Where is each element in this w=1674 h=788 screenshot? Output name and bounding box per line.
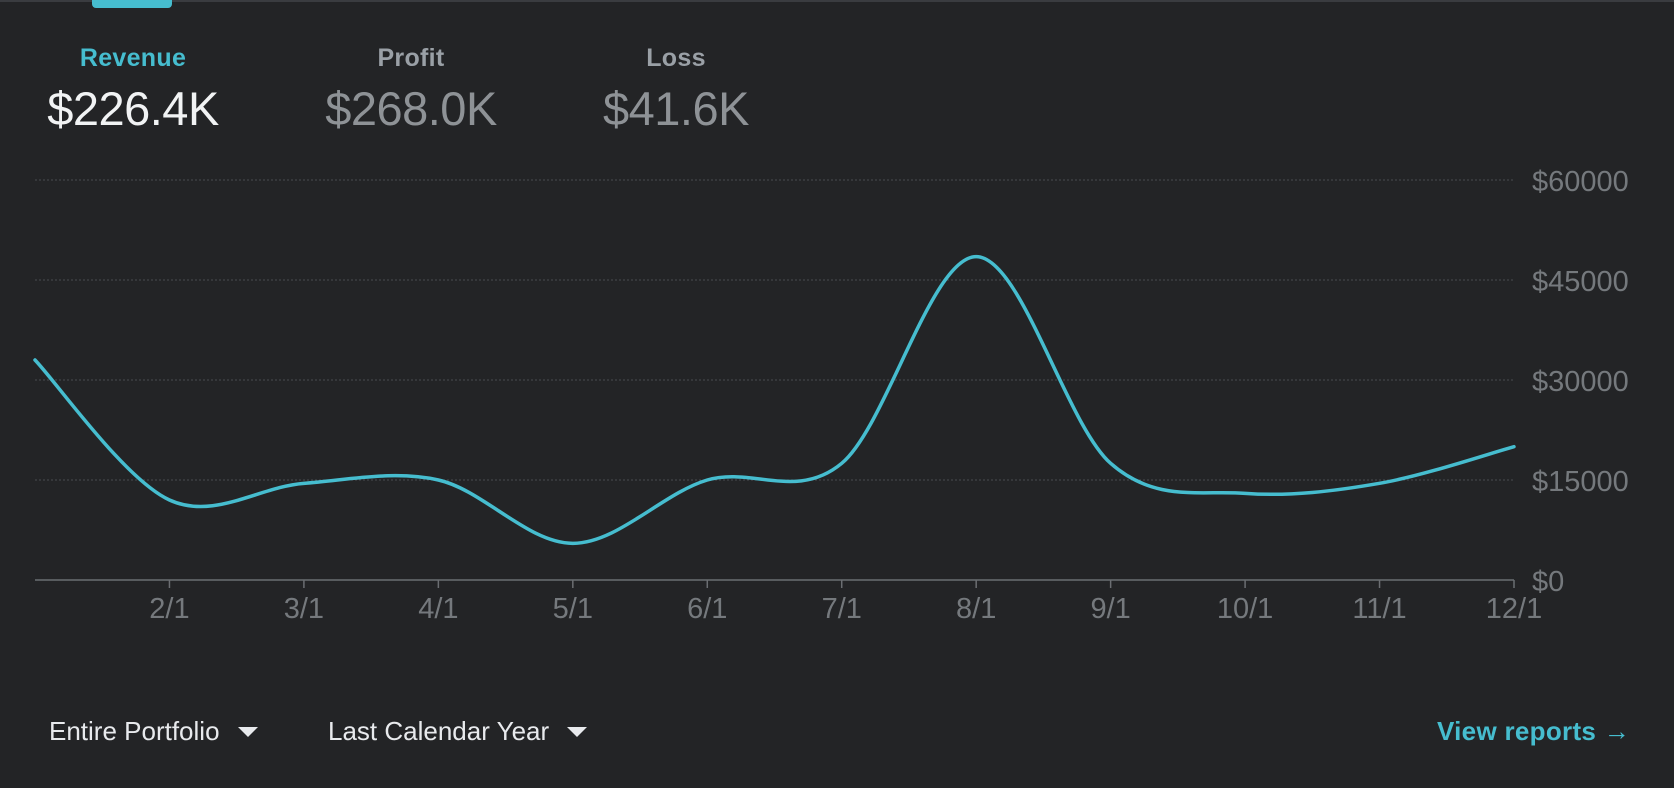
- x-tick-label: 11/1: [1352, 593, 1406, 625]
- top-divider: [0, 0, 1674, 2]
- chart-axes: $0 $15000 $30000 $45000 $60000 2/1 3/1 4/1 5/1 6/…: [35, 166, 1629, 625]
- tab-loss[interactable]: Loss $41.6K: [590, 44, 762, 136]
- tab-profit-label: Profit: [377, 44, 445, 72]
- x-tick-label: 2/1: [149, 593, 189, 625]
- x-tick-label: 6/1: [687, 593, 727, 625]
- tab-profit[interactable]: Profit $268.0K: [318, 44, 504, 136]
- x-tick-label: 12/1: [1486, 593, 1542, 625]
- x-tick-label: 7/1: [822, 593, 862, 625]
- y-tick-label: $45000: [1532, 266, 1629, 298]
- y-tick-label: $30000: [1532, 366, 1629, 398]
- y-tick-label: $15000: [1532, 466, 1629, 498]
- x-tick-label: 4/1: [418, 593, 458, 625]
- tab-revenue[interactable]: Revenue $226.4K: [40, 44, 226, 136]
- chevron-down-icon: [567, 726, 588, 737]
- active-tab-indicator: [92, 0, 172, 8]
- y-tick-label: $60000: [1532, 166, 1629, 198]
- tab-revenue-value: $226.4K: [47, 82, 219, 135]
- portfolio-dropdown[interactable]: Entire Portfolio: [49, 716, 258, 747]
- period-dropdown[interactable]: Last Calendar Year: [328, 716, 588, 747]
- y-tick-label: $0: [1532, 566, 1564, 598]
- portfolio-dropdown-label: Entire Portfolio: [49, 716, 220, 746]
- x-tick-label: 9/1: [1090, 593, 1130, 625]
- x-tick-label: 8/1: [956, 593, 996, 625]
- chart-series: [33, 254, 1516, 546]
- view-reports-link[interactable]: View reports →: [1436, 716, 1630, 746]
- chevron-down-icon: [237, 726, 258, 737]
- tab-revenue-label: Revenue: [79, 44, 187, 72]
- tab-profit-value: $268.0K: [325, 82, 497, 135]
- chart-grid: [35, 179, 1514, 481]
- revenue-series-line: [33, 254, 1516, 546]
- period-dropdown-label: Last Calendar Year: [328, 716, 550, 746]
- x-tick-label: 10/1: [1217, 593, 1273, 625]
- tab-loss-value: $41.6K: [603, 82, 749, 135]
- tab-loss-label: Loss: [646, 44, 706, 72]
- x-tick-label: 3/1: [284, 593, 324, 625]
- x-tick-label: 5/1: [553, 593, 593, 625]
- revenue-line-chart: $0 $15000 $30000 $45000 $60000 2/1 3/1 4/1 5/1 6/…: [33, 166, 1629, 625]
